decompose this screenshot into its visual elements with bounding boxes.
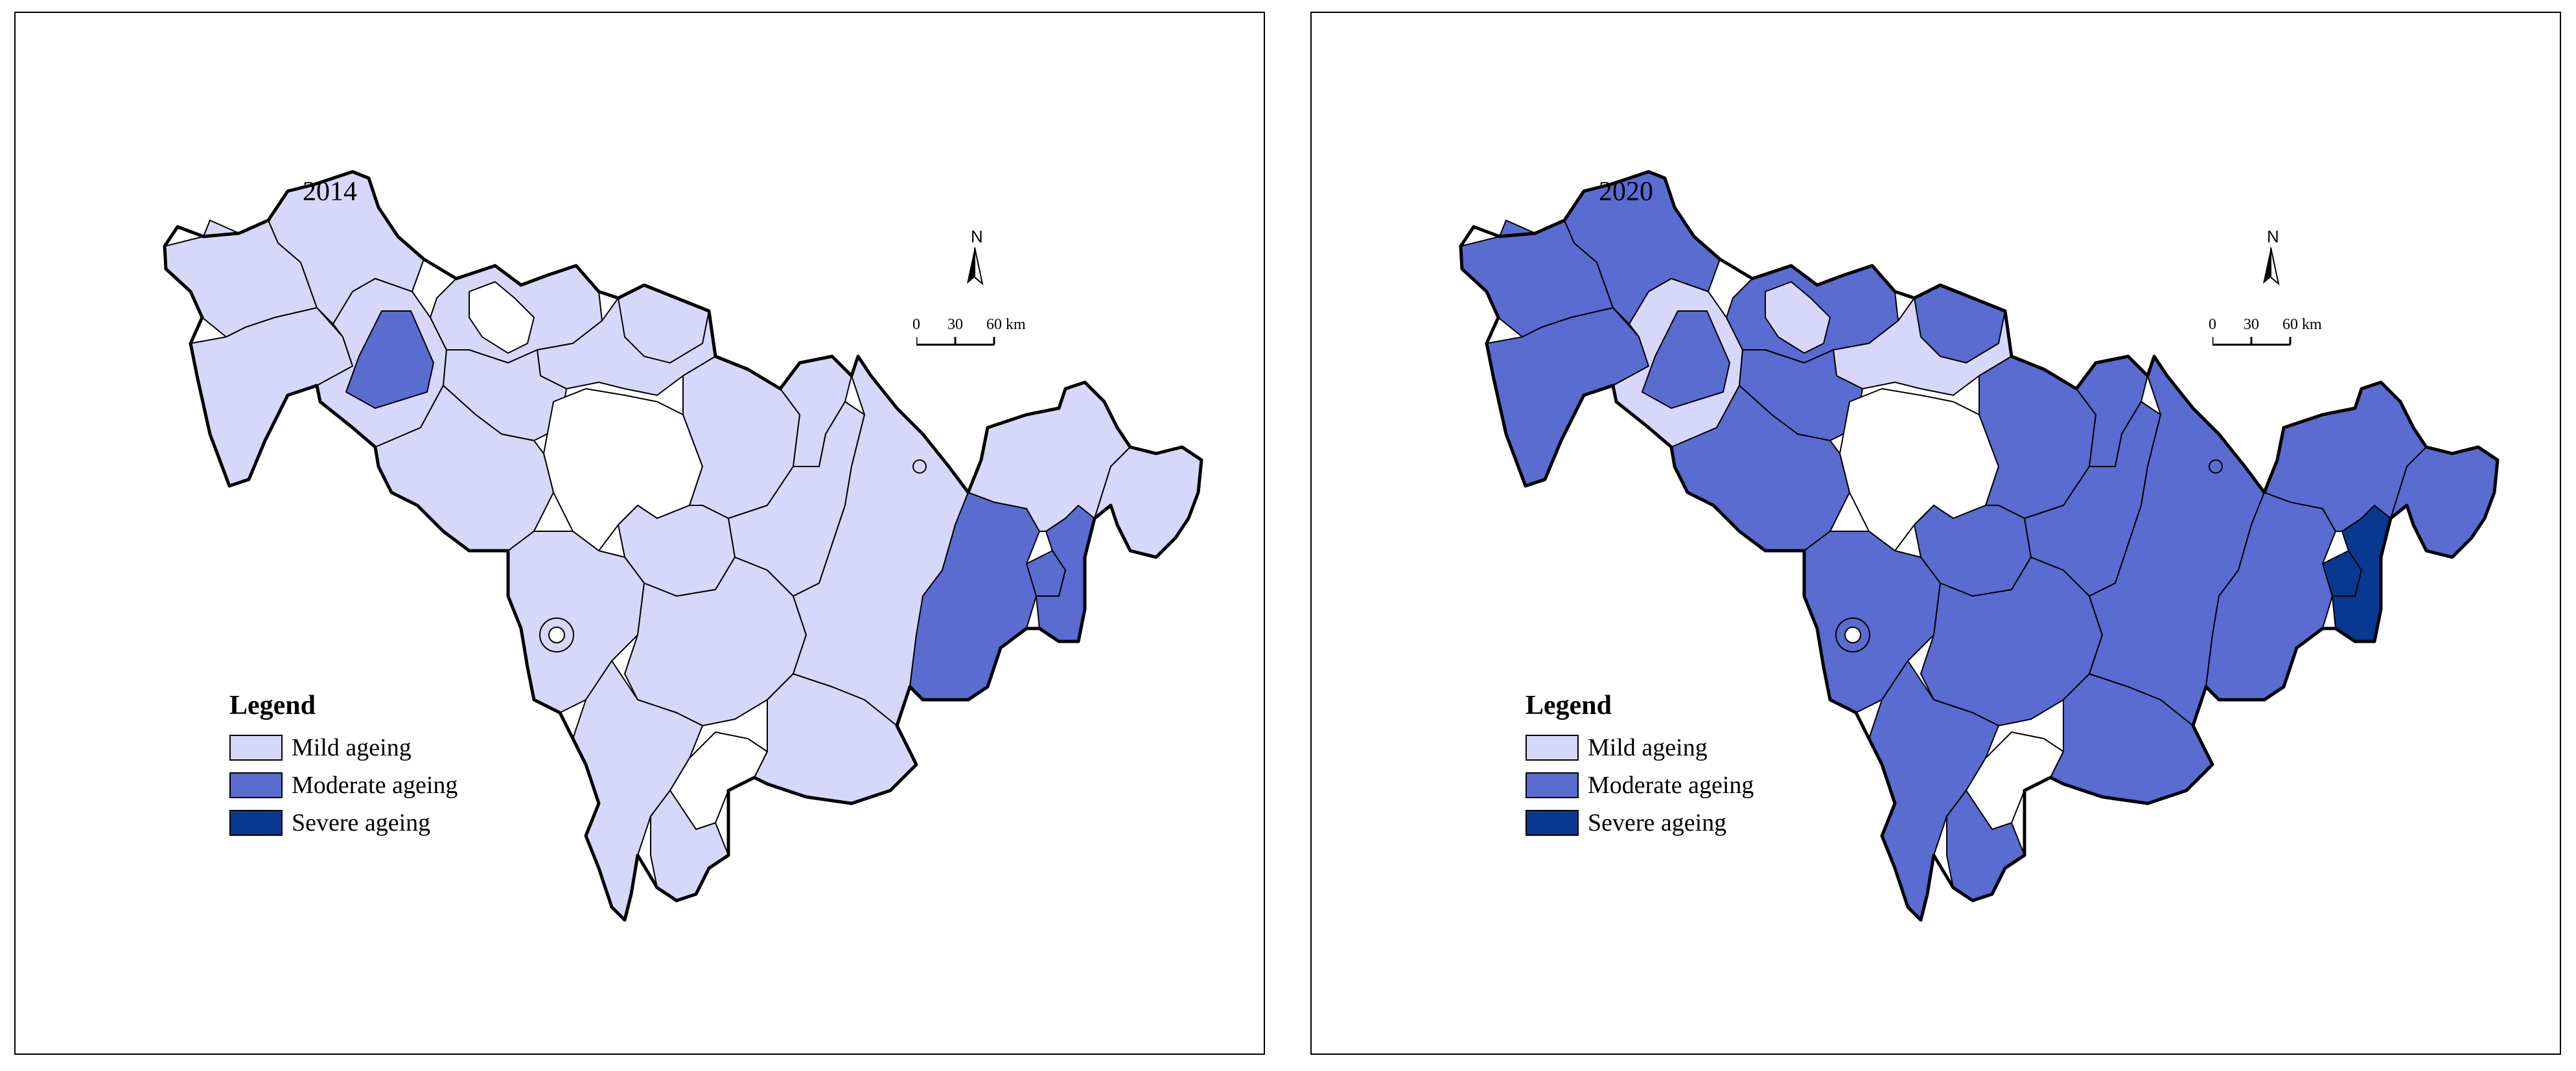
region-n2 <box>1765 281 1831 354</box>
legend-title: Legend <box>1526 691 1612 720</box>
legend-swatch-mild <box>229 735 283 761</box>
legend-title: Legend <box>229 691 316 720</box>
region-w5 <box>345 310 434 409</box>
north-arrow-icon <box>916 247 995 346</box>
legend-item-mild: Mild ageing <box>1526 729 1824 766</box>
north-arrow-scale: N 0 30 60 km <box>2209 227 2342 356</box>
north-label: N <box>971 227 983 246</box>
province-outline <box>1459 170 2500 922</box>
legend-swatch-moderate <box>229 772 283 798</box>
map-panel-2020: 2020 N 0 30 60 km Legend Mild ageing Mod… <box>1310 12 2561 1055</box>
region-n2 <box>469 281 535 354</box>
enclave-1 <box>548 627 565 643</box>
legend-swatch-moderate <box>1526 772 1579 798</box>
province-outline <box>163 170 1203 922</box>
region-w5 <box>1642 310 1730 409</box>
legend-item-moderate: Moderate ageing <box>1526 766 1824 804</box>
scale-label-0: 0 <box>2209 316 2216 333</box>
scale-label-60: 60 km <box>986 316 1026 333</box>
north-arrow-icon <box>2212 247 2292 346</box>
enclave-2 <box>2209 459 2223 474</box>
scale-label-60: 60 km <box>2282 316 2322 333</box>
legend-swatch-severe <box>229 810 283 836</box>
north-arrow-scale: N 0 30 60 km <box>912 227 1046 356</box>
legend-item-severe: Severe ageing <box>229 804 528 842</box>
map-year-title: 2020 <box>1599 177 1653 207</box>
scale-label-30: 30 <box>947 316 963 333</box>
legend-label: Severe ageing <box>1588 809 1727 836</box>
legend-label: Moderate ageing <box>1588 772 1754 799</box>
legend-label: Moderate ageing <box>292 772 458 799</box>
map-panel-2014: 2014 N 0 30 60 km Legend Mild ageing Mod… <box>14 12 1265 1055</box>
legend-label: Mild ageing <box>292 734 412 761</box>
legend-label: Mild ageing <box>1588 734 1708 761</box>
legend-label: Severe ageing <box>292 809 431 836</box>
legend: Legend Mild ageing Moderate ageing Sever… <box>229 690 528 842</box>
map-year-title: 2014 <box>303 177 357 207</box>
enclave-1 <box>1844 627 1861 643</box>
legend-swatch-mild <box>1526 735 1579 761</box>
enclave-2 <box>912 459 927 474</box>
scale-label-30: 30 <box>2244 316 2259 333</box>
legend-item-severe: Severe ageing <box>1526 804 1824 842</box>
scale-label-0: 0 <box>912 316 920 333</box>
north-label: N <box>2267 227 2279 246</box>
legend: Legend Mild ageing Moderate ageing Sever… <box>1526 690 1824 842</box>
choropleth-map <box>1459 170 2500 922</box>
legend-item-mild: Mild ageing <box>229 729 528 766</box>
legend-item-moderate: Moderate ageing <box>229 766 528 804</box>
legend-swatch-severe <box>1526 810 1579 836</box>
choropleth-map <box>163 170 1203 922</box>
